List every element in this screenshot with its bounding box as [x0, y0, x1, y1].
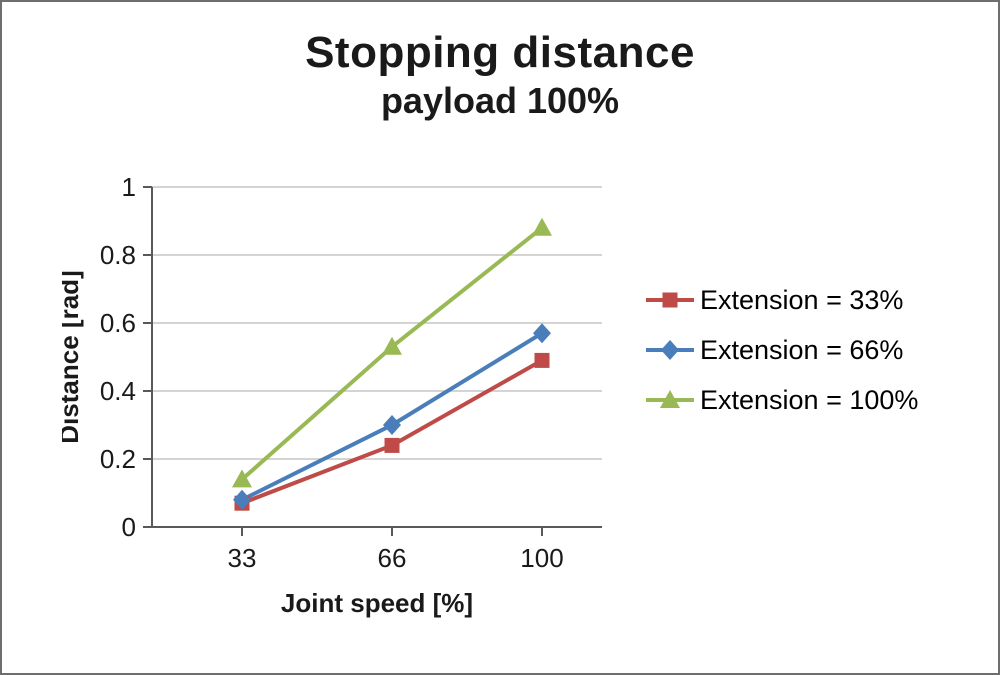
legend-marker-triangle-icon	[646, 390, 694, 408]
y-tick-label: 1	[122, 172, 136, 202]
x-tick-label: 66	[378, 543, 407, 573]
chart-plot-svg: 0 0.2 0.4 0.6 0.8 1 33 66 100 Distance [rad] Joint…	[62, 172, 602, 618]
x-tick-label: 33	[228, 543, 257, 573]
legend-label: Extension = 66%	[700, 334, 904, 365]
y-tick-label: 0.4	[100, 376, 136, 406]
legend-item: Extension = 66%	[644, 332, 918, 368]
y-tick-label: 0.6	[100, 308, 136, 338]
x-axis-title: Joint speed [%]	[281, 588, 473, 618]
legend-item: Extension = 33%	[644, 282, 918, 318]
y-tick-label: 0.2	[100, 444, 136, 474]
legend: Extension = 33% Extension = 66% Extension …	[644, 282, 918, 418]
legend-marker-square-icon	[646, 292, 694, 308]
y-tick-label: 0.8	[100, 240, 136, 270]
chart-header: Stopping distance payload 100%	[2, 28, 998, 122]
x-tick-label: 100	[520, 543, 563, 573]
legend-label: Extension = 100%	[700, 384, 919, 415]
y-tick-label: 0	[122, 512, 136, 542]
legend-marker-diamond-icon	[646, 340, 694, 360]
chart-title: Stopping distance	[305, 28, 695, 77]
legend-label: Extension = 33%	[700, 284, 904, 315]
legend-item: Extension = 100%	[644, 382, 918, 418]
chart-subtitle: payload 100%	[380, 79, 620, 121]
y-axis-title: Distance [rad]	[62, 270, 84, 443]
